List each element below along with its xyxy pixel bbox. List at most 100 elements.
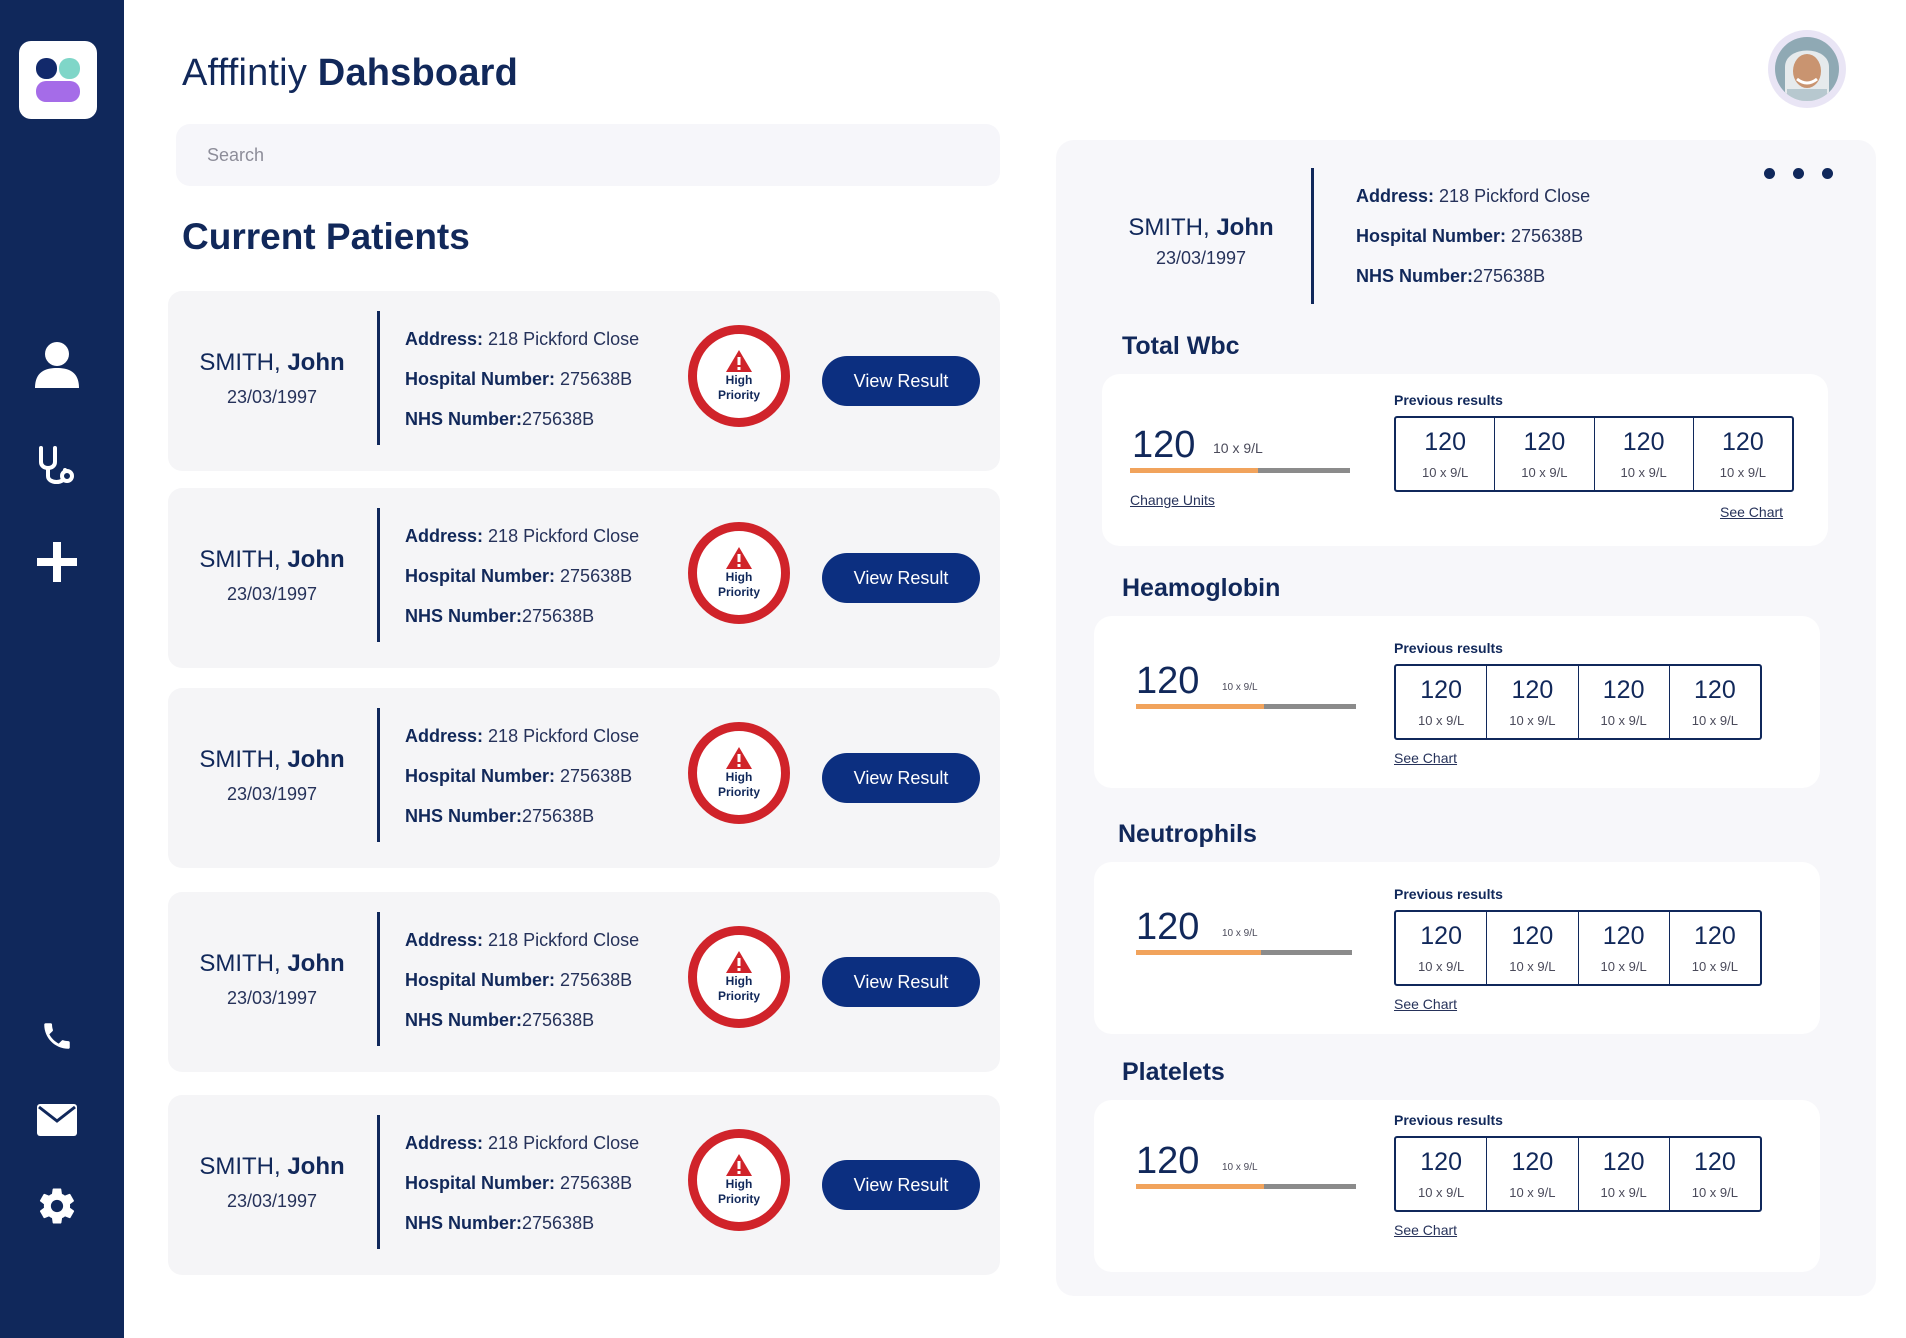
plus-icon: [37, 542, 77, 582]
previous-result: 120 10 x 9/L: [1579, 1138, 1670, 1210]
mail-icon: [37, 1104, 77, 1136]
divider: [1311, 168, 1314, 304]
previous-results-label: Previous results: [1394, 640, 1503, 656]
result-title-heamoglobin: Heamoglobin: [1122, 574, 1281, 602]
result-value: 120: [1132, 424, 1196, 466]
divider: [377, 912, 380, 1046]
user-icon: [35, 342, 79, 388]
patient-card: SMITH, John 23/03/1997 Address: 218 Pick…: [168, 488, 1000, 668]
previous-result: 120 10 x 9/L: [1495, 418, 1595, 490]
previous-result: 120 10 x 9/L: [1595, 418, 1694, 490]
previous-result: 120 10 x 9/L: [1579, 912, 1670, 984]
result-card-heamoglobin: 120 10 x 9/L Previous results 120 10 x 9/…: [1094, 616, 1820, 788]
high-priority-badge: High Priority: [688, 325, 790, 427]
app-logo-icon: [36, 58, 80, 102]
detail-patient-dob: 23/03/1997: [1155, 248, 1247, 268]
more-dots-icon: [1764, 168, 1775, 179]
patient-hospital-number: Hospital Number: 275638B: [405, 1173, 633, 1193]
previous-result: 120 10 x 9/L: [1719, 428, 1766, 480]
patient-hospital-number: Hospital Number: 275638B: [405, 766, 633, 786]
patient-name: SMITH, John: [199, 1153, 345, 1180]
gear-icon: [39, 1188, 75, 1224]
previous-results-box: 120 10 x 9/L 120 10 x 9/L 120 10 x 9/L 120 1…: [1394, 1136, 1762, 1212]
patient-name: SMITH, John: [199, 746, 345, 773]
view-result-button[interactable]: View Result: [822, 356, 980, 406]
more-options-button[interactable]: [1764, 168, 1833, 179]
previous-result: 120 10 x 9/L: [1396, 666, 1488, 738]
warning-icon: [726, 747, 752, 769]
result-level-bar: [1136, 704, 1356, 709]
previous-results-box: 120 10 x 9/L 120 10 x 9/L 120 10 x 9/L 120 1…: [1394, 416, 1794, 492]
result-level-bar: [1130, 468, 1350, 473]
result-level-bar: [1136, 950, 1352, 955]
user-avatar[interactable]: [1768, 30, 1846, 108]
patient-name: SMITH, John: [199, 349, 345, 376]
result-card-total-wbc: 120 10 x 9/L Change Units Previous resul…: [1102, 374, 1828, 546]
patient-name: SMITH, John: [199, 546, 345, 573]
see-chart-link[interactable]: See Chart: [1394, 750, 1458, 766]
previous-result: 120 10 x 9/L: [1396, 418, 1496, 490]
view-result-button[interactable]: View Result: [822, 753, 980, 803]
patient-nhs-number: NHS Number:275638B: [405, 1213, 595, 1233]
result-value: 120: [1136, 660, 1200, 702]
divider: [377, 1115, 380, 1249]
avatar: [1775, 37, 1839, 101]
view-result-button[interactable]: View Result: [822, 1160, 980, 1210]
patient-hospital-number: Hospital Number: 275638B: [405, 566, 633, 586]
previous-result: 120 10 x 9/L: [1487, 912, 1579, 984]
high-priority-badge: High Priority: [688, 1129, 790, 1231]
stethoscope-icon: [39, 446, 74, 484]
see-chart-link[interactable]: See Chart: [1720, 504, 1784, 520]
previous-result: 120 10 x 9/L: [1691, 922, 1738, 974]
nav-patients[interactable]: [31, 338, 83, 390]
previous-results-label: Previous results: [1394, 392, 1503, 408]
result-title-platelets: Platelets: [1122, 1058, 1225, 1086]
patient-address: Address: 218 Pickford Close: [405, 1133, 640, 1153]
warning-icon: [726, 350, 752, 372]
sidebar: [0, 0, 124, 1338]
previous-result: 120 10 x 9/L: [1579, 666, 1670, 738]
previous-result: 120 10 x 9/L: [1487, 666, 1579, 738]
patient-detail-panel: SMITH, John 23/03/1997 Address: 218 Pick…: [1056, 140, 1876, 1296]
previous-result: 120 10 x 9/L: [1396, 1138, 1488, 1210]
result-title-neutrophils: Neutrophils: [1118, 820, 1257, 848]
nav-phone[interactable]: [31, 1010, 83, 1062]
patient-card: SMITH, John 23/03/1997 Address: 218 Pick…: [168, 688, 1000, 868]
result-unit: 10 x 9/L: [1213, 440, 1263, 456]
detail-patient-name: SMITH, John: [1128, 214, 1274, 241]
patient-nhs-number: NHS Number:275638B: [405, 409, 595, 429]
previous-results-box: 120 10 x 9/L 120 10 x 9/L 120 10 x 9/L 120 1…: [1394, 910, 1762, 986]
previous-result: 120 10 x 9/L: [1691, 676, 1738, 728]
detail-hospital-number: Hospital Number: 275638B: [1356, 226, 1584, 246]
patient-address: Address: 218 Pickford Close: [405, 526, 640, 546]
divider: [377, 508, 380, 642]
patient-nhs-number: NHS Number:275638B: [405, 806, 595, 826]
app-logo[interactable]: [19, 41, 97, 119]
result-card-platelets: 120 10 x 9/L Previous results 120 10 x 9/…: [1094, 1100, 1820, 1272]
previous-result: 120 10 x 9/L: [1487, 1138, 1579, 1210]
view-result-button[interactable]: View Result: [822, 553, 980, 603]
change-units-link[interactable]: Change Units: [1130, 492, 1215, 508]
patient-address: Address: 218 Pickford Close: [405, 726, 640, 746]
previous-results-label: Previous results: [1394, 1112, 1503, 1128]
see-chart-link[interactable]: See Chart: [1394, 1222, 1458, 1238]
see-chart-link[interactable]: See Chart: [1394, 996, 1458, 1012]
detail-nhs-number: NHS Number:275638B: [1356, 266, 1546, 286]
high-priority-badge: High Priority: [688, 722, 790, 824]
nav-clinical[interactable]: [31, 440, 83, 492]
high-priority-badge: High Priority: [688, 522, 790, 624]
patient-nhs-number: NHS Number:275638B: [405, 1010, 595, 1030]
patient-nhs-number: NHS Number:275638B: [405, 606, 595, 626]
patient-dob: 23/03/1997: [226, 584, 318, 604]
nav-add[interactable]: [31, 536, 83, 588]
previous-result: 120 10 x 9/L: [1691, 1148, 1738, 1200]
search-input[interactable]: [176, 124, 1000, 186]
view-result-button[interactable]: View Result: [822, 957, 980, 1007]
nav-mail[interactable]: [31, 1094, 83, 1146]
warning-icon: [726, 1154, 752, 1176]
result-card-neutrophils: 120 10 x 9/L Previous results 120 10 x 9/…: [1094, 862, 1820, 1034]
nav-settings[interactable]: [31, 1180, 83, 1232]
patient-name: SMITH, John: [199, 950, 345, 977]
patient-card: SMITH, John 23/03/1997 Address: 218 Pick…: [168, 291, 1000, 471]
section-title-current-patients: Current Patients: [182, 216, 470, 257]
